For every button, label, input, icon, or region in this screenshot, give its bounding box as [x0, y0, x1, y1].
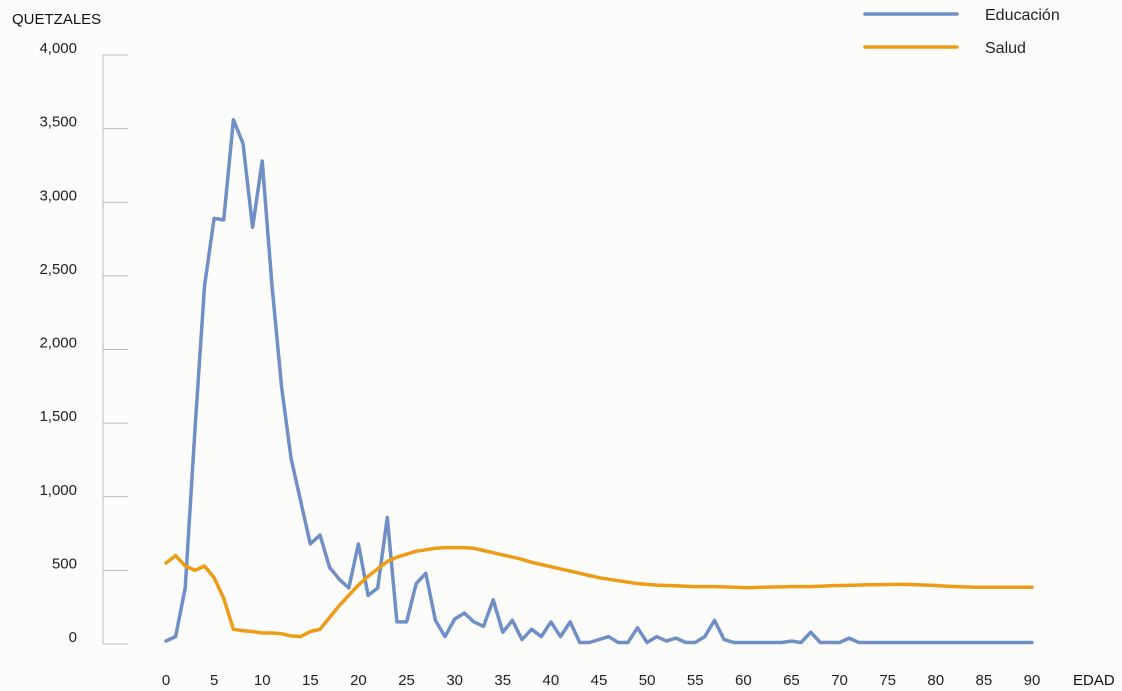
legend: Educación Salud: [863, 7, 1060, 57]
x-tick-label: 5: [210, 672, 218, 689]
x-tick-label: 65: [783, 672, 800, 689]
legend-label-salud: Salud: [985, 40, 1026, 57]
x-tick-label: 55: [687, 672, 704, 689]
y-tick-label: 3,500: [39, 114, 77, 131]
x-tick-label: 15: [302, 672, 319, 689]
x-axis-ticks: 0 5 10 15 20 25 30 35 40 45 50 55 60 65 70 75 80 85 90: [162, 672, 1041, 689]
y-axis-ticks: 0 500 1,000 1,500 2,000 2,500 3,000 3,500 4,000: [39, 40, 128, 646]
y-tick-label: 4,000: [39, 40, 77, 57]
legend-label-educacion: Educación: [985, 7, 1060, 24]
x-tick-label: 45: [591, 672, 608, 689]
x-tick-label: 35: [494, 672, 511, 689]
series-line-salud: [164, 545, 1034, 639]
x-tick-label: 80: [927, 672, 944, 689]
y-tick-label: 2,500: [39, 261, 77, 278]
y-tick-label: 1,000: [39, 482, 77, 499]
y-tick-label: 2,000: [39, 335, 77, 352]
x-tick-label: 60: [735, 672, 752, 689]
y-axis-title: QUETZALES: [12, 11, 101, 28]
y-tick-label: 3,000: [39, 187, 77, 204]
x-tick-label: 10: [254, 672, 271, 689]
x-tick-label: 25: [398, 672, 415, 689]
y-tick-label: 0: [69, 629, 77, 646]
x-tick-label: 50: [639, 672, 656, 689]
y-tick-label: 1,500: [39, 408, 77, 425]
x-tick-label: 85: [976, 672, 993, 689]
series-line-educacion: [164, 118, 1034, 645]
x-tick-label: 30: [446, 672, 463, 689]
x-tick-label: 75: [879, 672, 896, 689]
x-tick-label: 90: [1024, 672, 1041, 689]
x-tick-label: 0: [162, 672, 170, 689]
x-tick-label: 70: [831, 672, 848, 689]
x-axis-title: EDAD: [1073, 672, 1115, 689]
series-layer: [164, 118, 1034, 645]
x-tick-label: 40: [543, 672, 560, 689]
y-tick-label: 500: [52, 555, 77, 572]
x-tick-label: 20: [350, 672, 367, 689]
